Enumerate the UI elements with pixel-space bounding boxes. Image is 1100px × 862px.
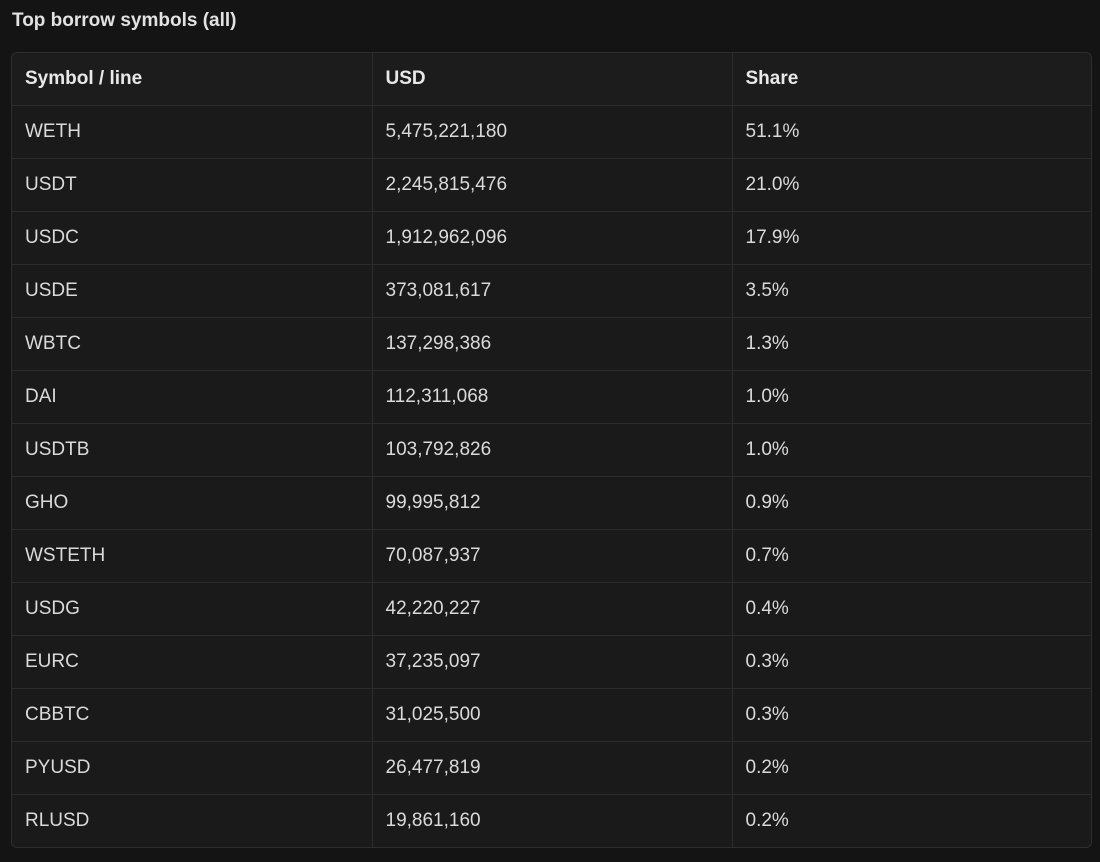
cell-symbol: USDTB xyxy=(12,423,373,477)
table-row: EURC 37,235,097 0.3% xyxy=(12,635,1091,689)
table-row: USDG 42,220,227 0.4% xyxy=(12,582,1091,636)
borrow-symbols-table-container: Symbol / line USD Share WETH 5,475,221,1… xyxy=(11,52,1092,848)
cell-share: 3.5% xyxy=(732,264,1091,318)
cell-share: 21.0% xyxy=(732,158,1091,212)
cell-symbol: USDT xyxy=(12,158,373,212)
table-row: PYUSD 26,477,819 0.2% xyxy=(12,741,1091,795)
cell-share: 0.7% xyxy=(732,529,1091,583)
cell-usd: 26,477,819 xyxy=(372,741,733,795)
cell-share: 0.3% xyxy=(732,635,1091,689)
cell-usd: 1,912,962,096 xyxy=(372,211,733,265)
cell-share: 1.0% xyxy=(732,423,1091,477)
cell-symbol: WSTETH xyxy=(12,529,373,583)
table-title: Top borrow symbols (all) xyxy=(12,10,237,31)
cell-usd: 112,311,068 xyxy=(372,370,733,424)
cell-share: 0.2% xyxy=(732,741,1091,795)
table-header: Symbol / line USD Share xyxy=(12,53,1091,106)
table-row: USDE 373,081,617 3.5% xyxy=(12,264,1091,318)
cell-share: 0.2% xyxy=(745,810,789,831)
cell-share: 17.9% xyxy=(732,211,1091,265)
cell-usd: 99,995,812 xyxy=(372,476,733,530)
table-row: USDT 2,245,815,476 21.0% xyxy=(12,158,1091,212)
cell-share: 0.4% xyxy=(732,582,1091,636)
cell-usd: 137,298,386 xyxy=(372,317,733,371)
cell-share: 51.1% xyxy=(732,105,1091,159)
cell-share: 0.9% xyxy=(732,476,1091,530)
cell-usd: 373,081,617 xyxy=(372,264,733,318)
cell-usd: 19,861,160 xyxy=(372,794,733,847)
cell-usd: 103,792,826 xyxy=(372,423,733,477)
table-body: WETH 5,475,221,180 51.1% USDT 2,245,815,… xyxy=(12,105,1091,847)
cell-symbol: CBBTC xyxy=(12,688,373,742)
cell-symbol: DAI xyxy=(12,370,373,424)
cell-share: 1.3% xyxy=(732,317,1091,371)
table-row: USDTB 103,792,826 1.0% xyxy=(12,423,1091,477)
cell-symbol: EURC xyxy=(12,635,373,689)
header-row: Symbol / line USD Share xyxy=(12,53,1091,106)
borrow-symbols-table: Symbol / line USD Share WETH 5,475,221,1… xyxy=(12,53,1091,847)
cell-symbol: GHO xyxy=(12,476,373,530)
cell-symbol: RLUSD xyxy=(12,794,373,847)
column-header-share[interactable]: Share xyxy=(732,53,1091,106)
cell-share: 1.0% xyxy=(732,370,1091,424)
cell-symbol: USDC xyxy=(12,211,373,265)
cell-symbol: USDG xyxy=(12,582,373,636)
cell-usd: 70,087,937 xyxy=(372,529,733,583)
table-row: WSTETH 70,087,937 0.7% xyxy=(12,529,1091,583)
cell-usd: 42,220,227 xyxy=(372,582,733,636)
cell-usd: 37,235,097 xyxy=(372,635,733,689)
cell-usd: 5,475,221,180 xyxy=(372,105,733,159)
cell-symbol: USDE xyxy=(12,264,373,318)
table-row: RLUSD 19,861,160 0.2% xyxy=(12,794,1091,847)
cell-usd: 2,245,815,476 xyxy=(372,158,733,212)
table-row: USDC 1,912,962,096 17.9% xyxy=(12,211,1091,265)
cell-usd: 31,025,500 xyxy=(372,688,733,742)
table-row: GHO 99,995,812 0.9% xyxy=(12,476,1091,530)
cell-symbol: WBTC xyxy=(12,317,373,371)
table-row: WETH 5,475,221,180 51.1% xyxy=(12,105,1091,159)
cell-symbol: PYUSD xyxy=(12,741,373,795)
column-header-usd[interactable]: USD xyxy=(372,53,733,106)
table-row: CBBTC 31,025,500 0.3% xyxy=(12,688,1091,742)
column-header-symbol[interactable]: Symbol / line xyxy=(12,53,373,106)
cell-share: 0.3% xyxy=(732,688,1091,742)
table-row: DAI 112,311,068 1.0% xyxy=(12,370,1091,424)
table-row: WBTC 137,298,386 1.3% xyxy=(12,317,1091,371)
cell-symbol: WETH xyxy=(12,105,373,159)
